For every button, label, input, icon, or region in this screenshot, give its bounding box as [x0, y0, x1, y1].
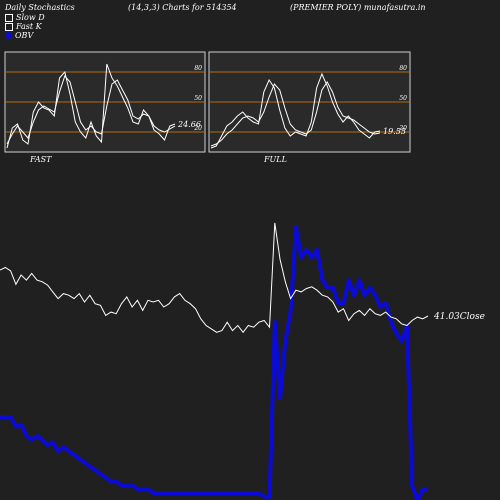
legend-item-obv: OBV: [5, 31, 45, 40]
fast-fast-k-line: [6, 63, 176, 149]
full-level-20-label: 20: [398, 125, 407, 132]
legend-label-obv: OBV: [15, 31, 34, 40]
fast-k-swatch-icon: [5, 22, 13, 31]
fast-slow-d-line: [6, 75, 176, 145]
legend-label-slow-d: Slow D: [16, 13, 45, 22]
legend: Slow D Fast K OBV: [5, 13, 45, 40]
legend-label-fast-k: Fast K: [16, 22, 42, 31]
full-fast-k-line: [210, 72, 381, 149]
full-title: FULL: [263, 155, 287, 164]
fast-level-20-label: 20: [193, 125, 202, 132]
fast-level-80-label: 80: [194, 65, 202, 72]
fast-title: FAST: [29, 155, 52, 164]
full-last-value-label: 19.55: [383, 127, 406, 136]
chart-header-mid: (14,3,3) Charts for 514354: [128, 3, 237, 12]
fast-level-50-label: 50: [194, 95, 202, 102]
close-price-line: [0, 222, 429, 334]
chart-header-right: (PREMIER POLY) munafasutra.in: [290, 3, 426, 12]
chart-header-left: Daily Stochastics: [5, 3, 75, 12]
close-last-value-label: 41.03Close: [433, 312, 485, 322]
legend-item-fast-k: Fast K: [5, 22, 45, 31]
obv-swatch-icon: [5, 32, 12, 39]
slow-d-swatch-icon: [5, 13, 13, 22]
full-level-80-label: 80: [399, 65, 407, 72]
obv-line: [0, 225, 428, 500]
fast-last-value-label: 24.66: [177, 120, 201, 129]
close-label-suffix: Close: [460, 312, 485, 322]
legend-item-slow-d: Slow D: [5, 13, 45, 22]
full-level-50-label: 50: [399, 95, 407, 102]
